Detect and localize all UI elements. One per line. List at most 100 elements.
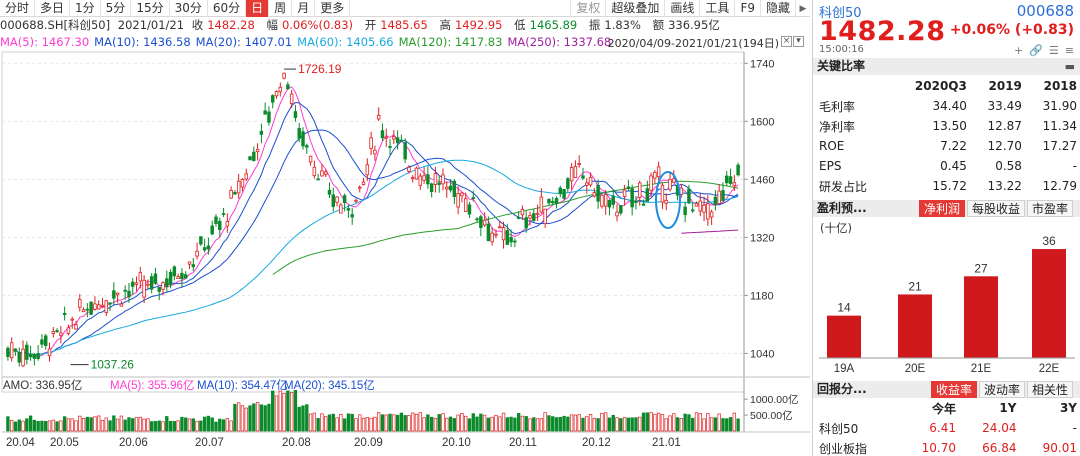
ratios-header[interactable]: 关键比率 ▬ xyxy=(813,58,1080,75)
volume-bar xyxy=(448,416,453,432)
candle-body xyxy=(573,166,578,178)
volume-bar xyxy=(604,412,608,432)
candle-body xyxy=(134,282,139,285)
volume-bar xyxy=(498,416,502,432)
chevron-down-icon[interactable]: ▾ xyxy=(793,36,804,47)
menu-icon[interactable]: ≡ xyxy=(1064,44,1074,57)
candle-body xyxy=(638,182,642,198)
candle-body xyxy=(104,300,108,313)
period-tab[interactable]: 15分 xyxy=(131,0,170,17)
candle-body xyxy=(214,216,218,224)
volume-bar xyxy=(441,413,445,432)
volume-bar xyxy=(482,414,487,432)
candle-body xyxy=(271,95,275,103)
volume-bar xyxy=(237,402,241,432)
panel-tab[interactable]: 市盈率 xyxy=(1027,200,1074,217)
max-price-label: 1726.19 xyxy=(298,62,342,76)
period-tab[interactable]: 更多 xyxy=(315,0,351,17)
period-tab[interactable]: 1分 xyxy=(70,0,101,17)
expand-arrow-icon[interactable]: ▶ xyxy=(799,3,807,14)
volume-bar xyxy=(475,416,479,432)
candle-body xyxy=(539,196,544,213)
volume-bar xyxy=(282,393,286,432)
panel-tab[interactable]: 收益率 xyxy=(931,381,978,398)
period-tab[interactable]: 30分 xyxy=(170,0,208,17)
volume-bar xyxy=(433,417,438,432)
candle-body xyxy=(588,176,593,186)
candle-body xyxy=(259,130,264,135)
panel-tab[interactable]: 相关性 xyxy=(1027,381,1074,398)
toolbar-tool-button[interactable]: 画线 xyxy=(665,0,701,17)
close-icon[interactable]: × xyxy=(781,36,792,47)
toolbar-tool-button[interactable]: F9 xyxy=(735,0,761,17)
ma-legend-item: MA(60): 1405.66 xyxy=(297,35,394,49)
volume-bar xyxy=(93,416,97,432)
volume-bar xyxy=(535,418,540,432)
candle-body xyxy=(388,146,392,148)
volume-bar xyxy=(305,404,309,432)
forecast-unit: (十亿) xyxy=(820,221,852,235)
panel-tab[interactable]: 波动率 xyxy=(979,381,1026,398)
volume-bar xyxy=(278,390,282,432)
volume-bar xyxy=(702,418,706,432)
collapse-icon[interactable]: ▬ xyxy=(1064,60,1075,73)
candle-body xyxy=(619,205,623,214)
period-tab[interactable]: 日 xyxy=(246,0,270,17)
period-tab[interactable]: 5分 xyxy=(101,0,132,17)
candle-body xyxy=(308,155,313,163)
candle-body xyxy=(165,278,169,288)
period-tab[interactable]: 周 xyxy=(269,0,293,17)
volume-bar xyxy=(622,417,627,432)
y-tick-label: 1600 xyxy=(750,116,774,128)
period-tab[interactable]: 多日 xyxy=(35,0,71,17)
candlestick-chart[interactable]: 1740 1600 1460 1320 1180 1040 1726.19 1037.26 AM… xyxy=(0,0,810,456)
toolbar-tool-button[interactable]: 工具 xyxy=(700,0,736,17)
volume-bar xyxy=(244,407,248,432)
period-tab[interactable]: 月 xyxy=(292,0,316,17)
volume-bar xyxy=(335,417,339,432)
period-tab[interactable]: 分时 xyxy=(0,0,36,17)
candle-body xyxy=(335,196,339,203)
volume-bar xyxy=(687,414,691,432)
panel-tab[interactable]: 每股收益 xyxy=(967,200,1026,217)
toolbar-tool-button[interactable]: 复权 xyxy=(571,0,607,17)
volume-bar xyxy=(89,417,93,432)
toolbar-tool-button[interactable]: 隐藏 xyxy=(761,0,796,17)
list-icon[interactable]: ☰ xyxy=(1048,44,1059,57)
min-price-label: 1037.26 xyxy=(91,358,135,372)
volume-bar xyxy=(377,412,381,432)
link-icon[interactable]: 🔗 xyxy=(1029,44,1043,57)
toolbar-tool-button[interactable]: 超级叠加 xyxy=(606,0,666,17)
candle-body xyxy=(221,213,226,215)
ratio-row: 毛利率 34.40 33.49 31.90 xyxy=(819,99,1077,114)
period-tab[interactable]: 60分 xyxy=(208,0,247,17)
candle-body xyxy=(445,186,449,190)
volume-bar xyxy=(407,415,411,432)
candle-body xyxy=(123,289,127,292)
volume-bar xyxy=(691,417,695,432)
candle-body xyxy=(354,199,358,202)
candle-body xyxy=(482,219,487,226)
candle-body xyxy=(721,190,725,201)
panel-tab[interactable]: 净利润 xyxy=(919,200,966,217)
volume-bar xyxy=(452,418,457,432)
add-icon[interactable]: + xyxy=(1013,44,1024,57)
volume-bar xyxy=(558,416,562,432)
volume-bar xyxy=(184,417,188,432)
volume-bar xyxy=(411,412,415,432)
candle-body xyxy=(131,281,135,287)
volume-tick-label: 500.00亿 xyxy=(750,409,793,422)
candle-body xyxy=(263,110,267,115)
forecast-value-label: 27 xyxy=(974,261,988,275)
volume-bar xyxy=(706,413,710,432)
volume-bar xyxy=(501,412,506,432)
candle-body xyxy=(240,178,245,188)
candle-body xyxy=(585,182,589,186)
candle-body xyxy=(668,178,672,190)
candle-body xyxy=(274,91,279,97)
returns-row: 科创50 6.41 24.04- xyxy=(819,421,1077,436)
candle-body xyxy=(180,272,184,280)
date-range-label: 2020/04/09-2021/01/21(194日) xyxy=(607,37,779,50)
candle-body xyxy=(119,303,124,307)
candle-body xyxy=(255,148,260,153)
